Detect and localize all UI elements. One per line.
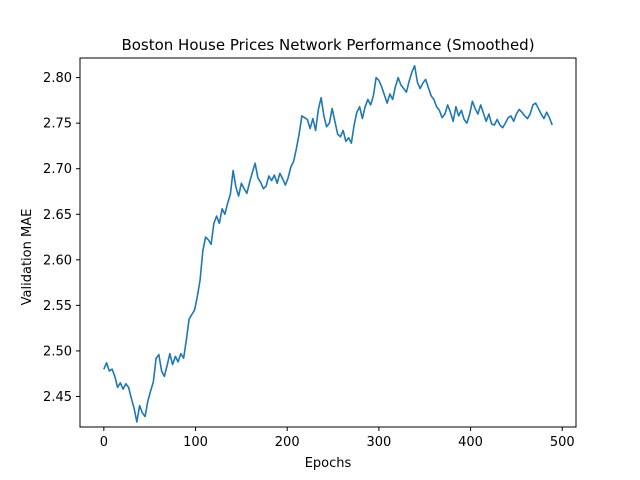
x-tick-label: 0 — [100, 435, 108, 450]
y-tick-label: 2.65 — [43, 208, 72, 223]
y-tick-label: 2.60 — [43, 253, 72, 268]
chart-title: Boston House Prices Network Performance … — [121, 36, 534, 54]
x-tick-label: 100 — [183, 435, 208, 450]
y-tick-label: 2.45 — [43, 390, 72, 405]
x-tick-label: 300 — [366, 435, 391, 450]
x-tick-label: 400 — [458, 435, 483, 450]
y-tick-label: 2.75 — [43, 117, 72, 132]
x-tick-label: 500 — [550, 435, 575, 450]
plot-area: 0 100 200 300 400 500 2.45 2.50 2.55 2.60 2.65 2.70… — [43, 57, 577, 450]
axes-frame — [79, 57, 577, 428]
y-tick-label: 2.55 — [43, 299, 72, 314]
y-tick-label: 2.50 — [43, 344, 72, 359]
x-tick-label: 200 — [275, 435, 300, 450]
y-tick-label: 2.80 — [43, 71, 72, 86]
y-tick-label: 2.70 — [43, 162, 72, 177]
x-axis-label: Epochs — [305, 456, 352, 471]
y-axis-label: Validation MAE — [20, 209, 35, 306]
series-line — [103, 64, 553, 423]
